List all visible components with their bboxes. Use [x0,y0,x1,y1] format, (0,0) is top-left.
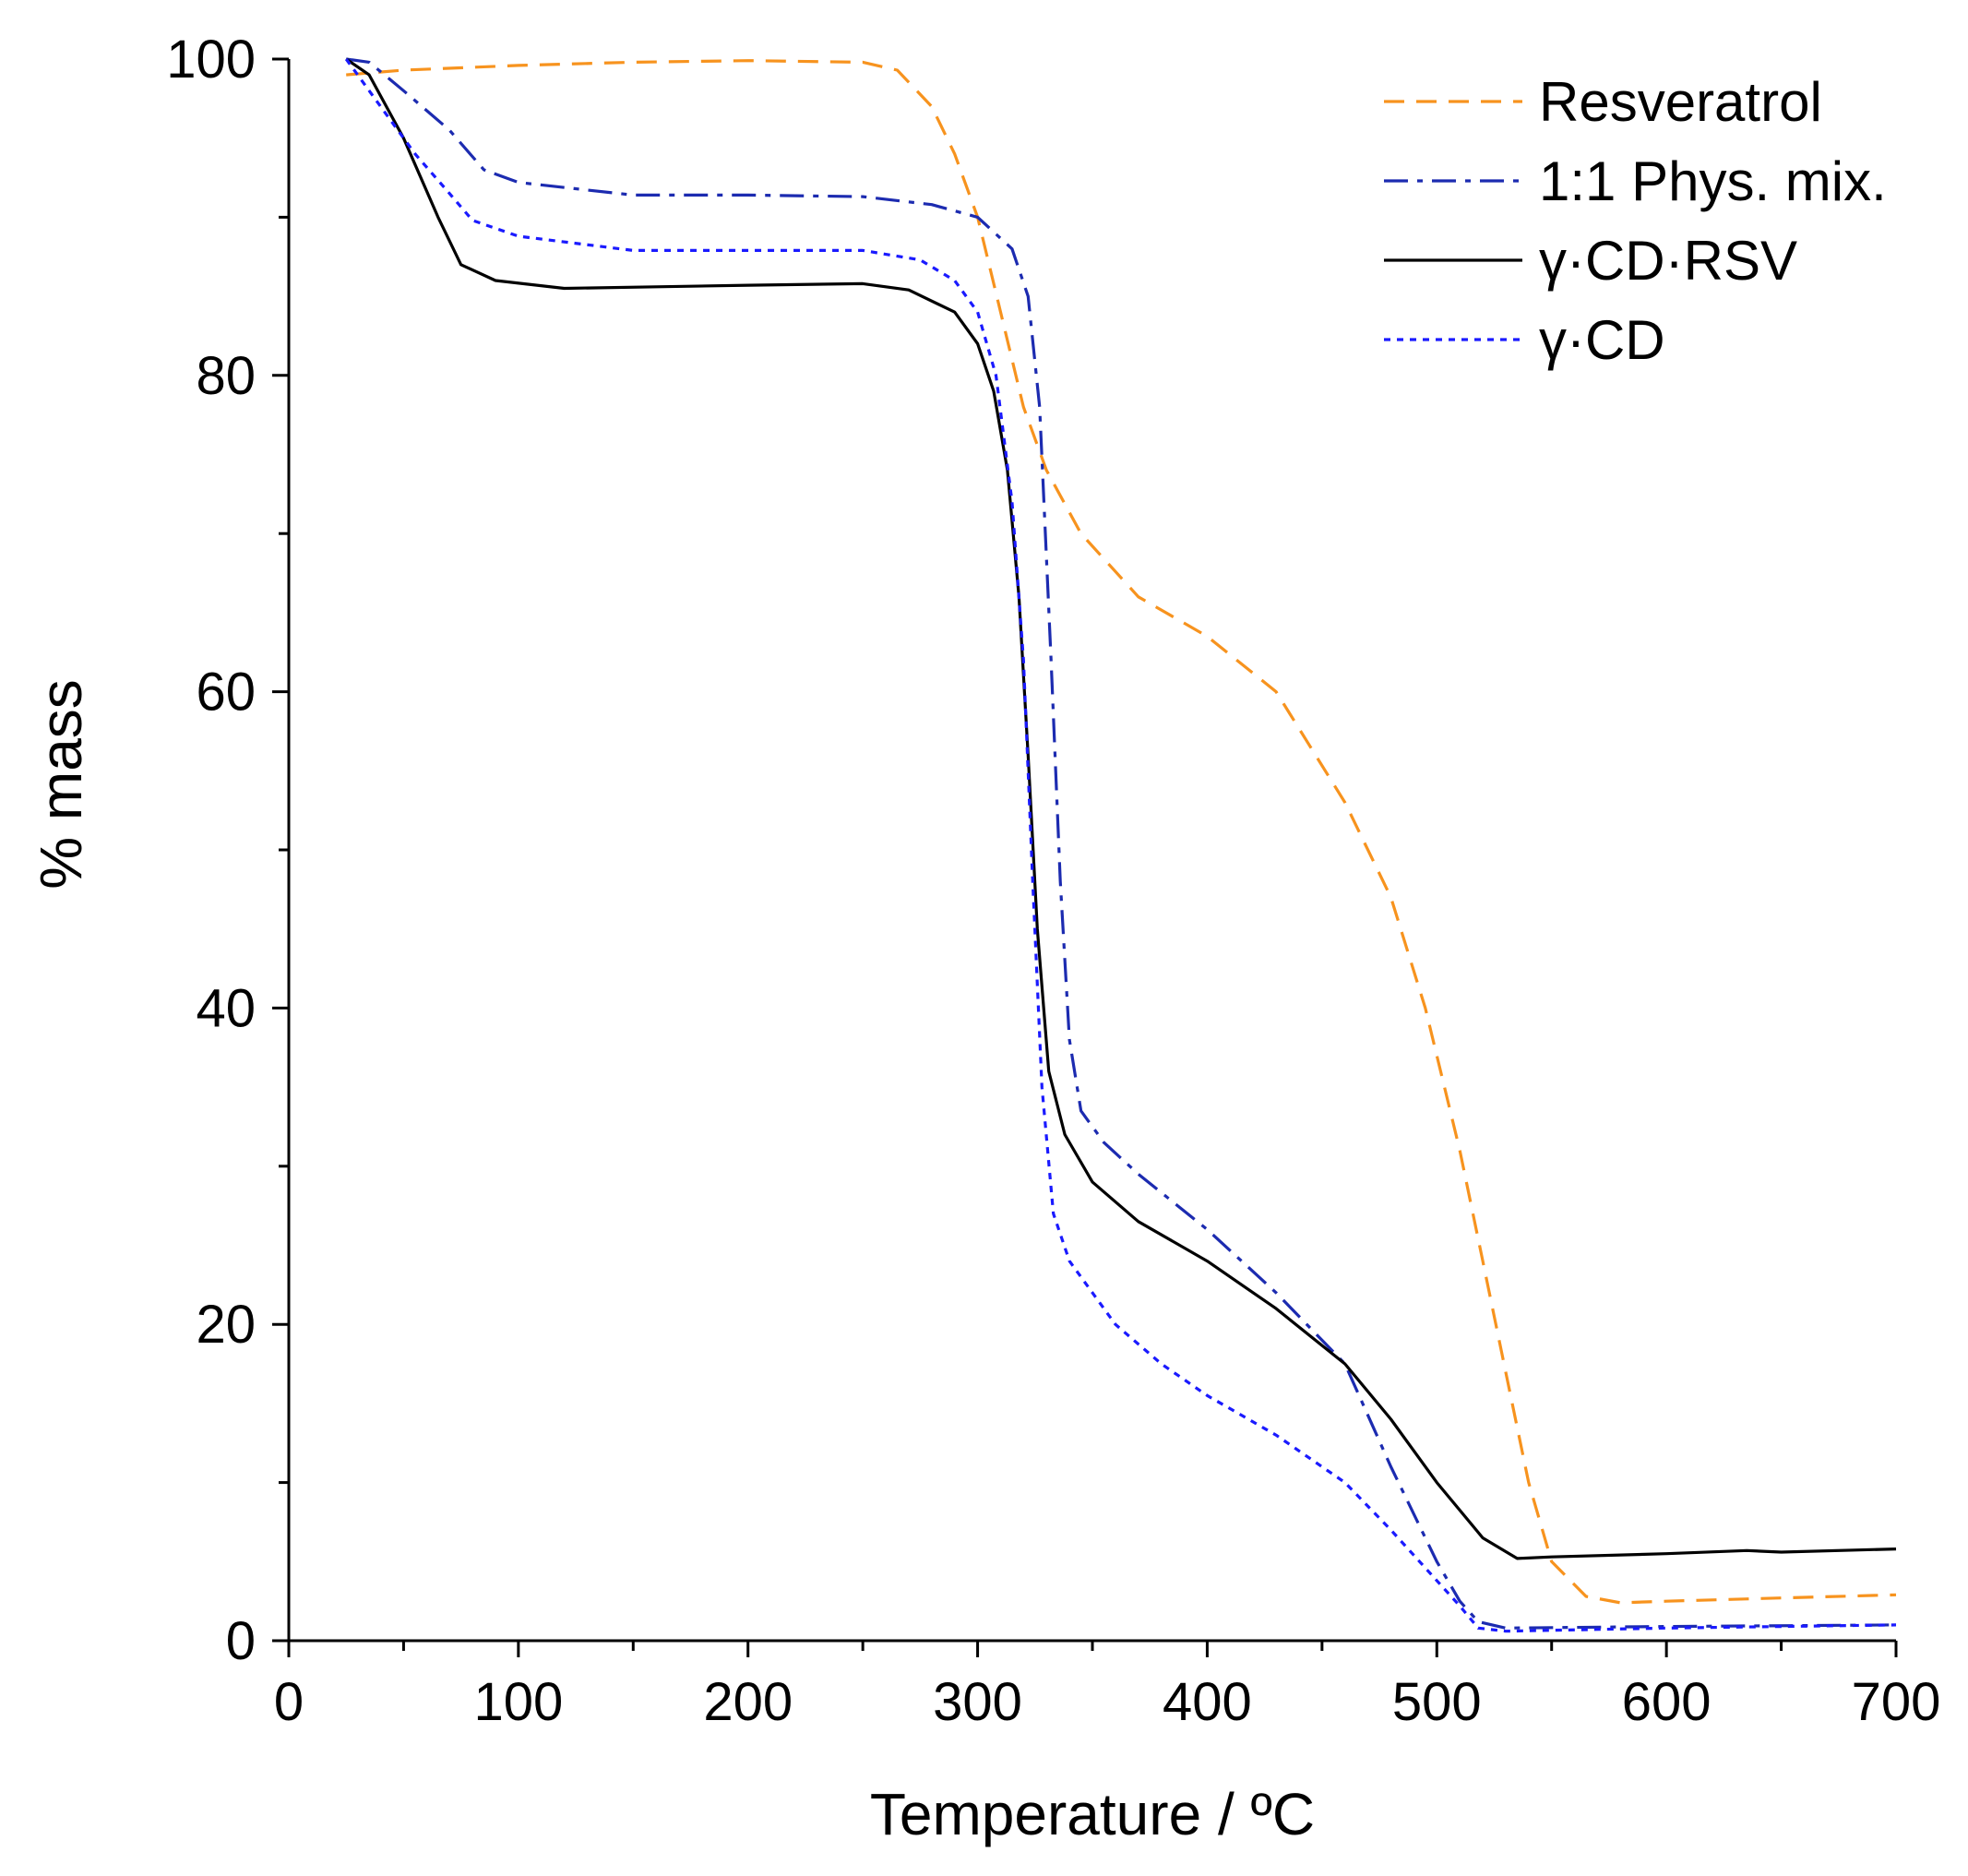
y-axis-title: % mass [28,679,94,890]
series-line-1 [345,57,1897,1630]
y-tick-label: 60 [196,663,256,723]
y-tick-label: 100 [166,30,256,90]
x-tick-label: 0 [274,1672,304,1732]
legend-label-0: Resveratrol [1539,71,1822,133]
x-tick-label: 500 [1392,1672,1482,1732]
y-tick-label: 0 [226,1611,256,1671]
legend-label-1: 1:1 Phys. mix. [1539,150,1887,212]
plot-series-group [344,57,1897,1633]
x-tick-label: 600 [1622,1672,1712,1732]
legend: Resveratrol 1:1 Phys. mix. γ·CD·RSV γ·CD [1384,71,1887,371]
x-tick-label: 200 [703,1672,793,1732]
x-axis-title: Temperature / ºC [870,1781,1315,1847]
axes-group [287,59,1896,1643]
legend-label-3: γ·CD [1539,309,1665,371]
y-tick-label: 80 [196,346,256,406]
ticks-group: 0 100 200 300 400 500 600 700 0 20 40 60 80 100 [166,30,1940,1732]
x-tick-label: 100 [473,1672,563,1732]
series-line-0 [346,59,1897,1605]
y-tick-label: 40 [196,978,256,1038]
x-tick-label: 700 [1852,1672,1941,1732]
series-line-2 [345,57,1897,1560]
y-tick-label: 20 [196,1295,256,1355]
x-tick-label: 400 [1163,1672,1252,1732]
x-tick-label: 300 [933,1672,1022,1732]
legend-label-2: γ·CD·RSV [1539,230,1797,292]
series-line-3 [344,58,1897,1633]
